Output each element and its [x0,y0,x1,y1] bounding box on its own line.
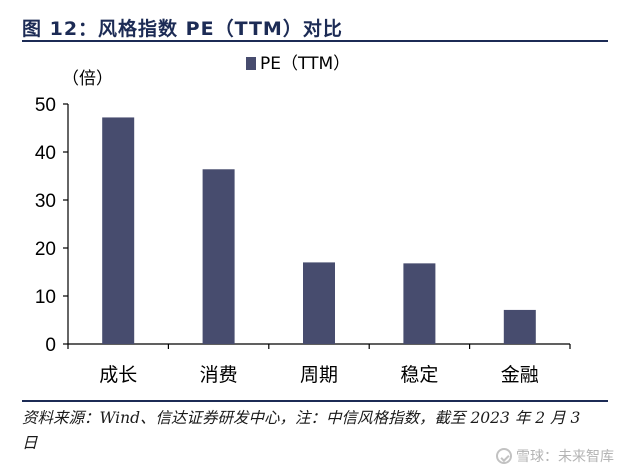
bar-周期 [303,262,335,344]
source-section: 资料来源：Wind、信达证券研发中心，注：中信风格指数，截至 2023 年 2 … [22,400,608,456]
bar-稳定 [403,263,436,344]
y-tick-label: 30 [35,191,56,212]
y-tick-label: 50 [35,95,56,116]
x-tick-label: 金融 [501,364,539,386]
x-tick-label: 消费 [200,364,238,386]
bar-成长 [102,117,135,344]
y-unit-label: （倍） [62,69,113,89]
bars [102,117,536,344]
y-tick-label: 10 [35,287,56,308]
watermark: 雪球：未来智库 [496,446,614,466]
legend-label: PE（TTM） [260,54,350,74]
bar-消费 [202,169,235,344]
chart-title: 图 12：风格指数 PE（TTM）对比 [22,18,343,40]
legend: PE（TTM） [246,54,350,74]
legend-swatch [246,57,256,70]
x-tick-label: 周期 [300,364,338,386]
title-bar: 图 12：风格指数 PE（TTM）对比 [22,8,608,42]
x-axis: 成长 消费 周期 稳定 金融 [67,343,571,386]
y-tick-label: 0 [45,335,56,356]
bar-金融 [503,309,536,344]
x-tick-label: 成长 [99,364,137,386]
source-note: 资料来源：Wind、信达证券研发中心，注：中信风格指数，截至 2023 年 2 … [22,409,581,452]
y-tick-label: 20 [35,239,56,260]
chart-area: PE（TTM） （倍） 0 10 20 30 40 50 成长 消费 周期 稳定 金融 [0,44,628,396]
y-tick-label: 40 [35,143,56,164]
bar-chart: PE（TTM） （倍） 0 10 20 30 40 50 成长 消费 周期 稳定 金融 [35,54,571,386]
x-tick-label: 稳定 [400,364,438,386]
snowball-logo-icon [496,448,512,464]
watermark-text: 雪球：未来智库 [516,449,614,465]
y-axis: 0 10 20 30 40 50 [35,95,69,356]
